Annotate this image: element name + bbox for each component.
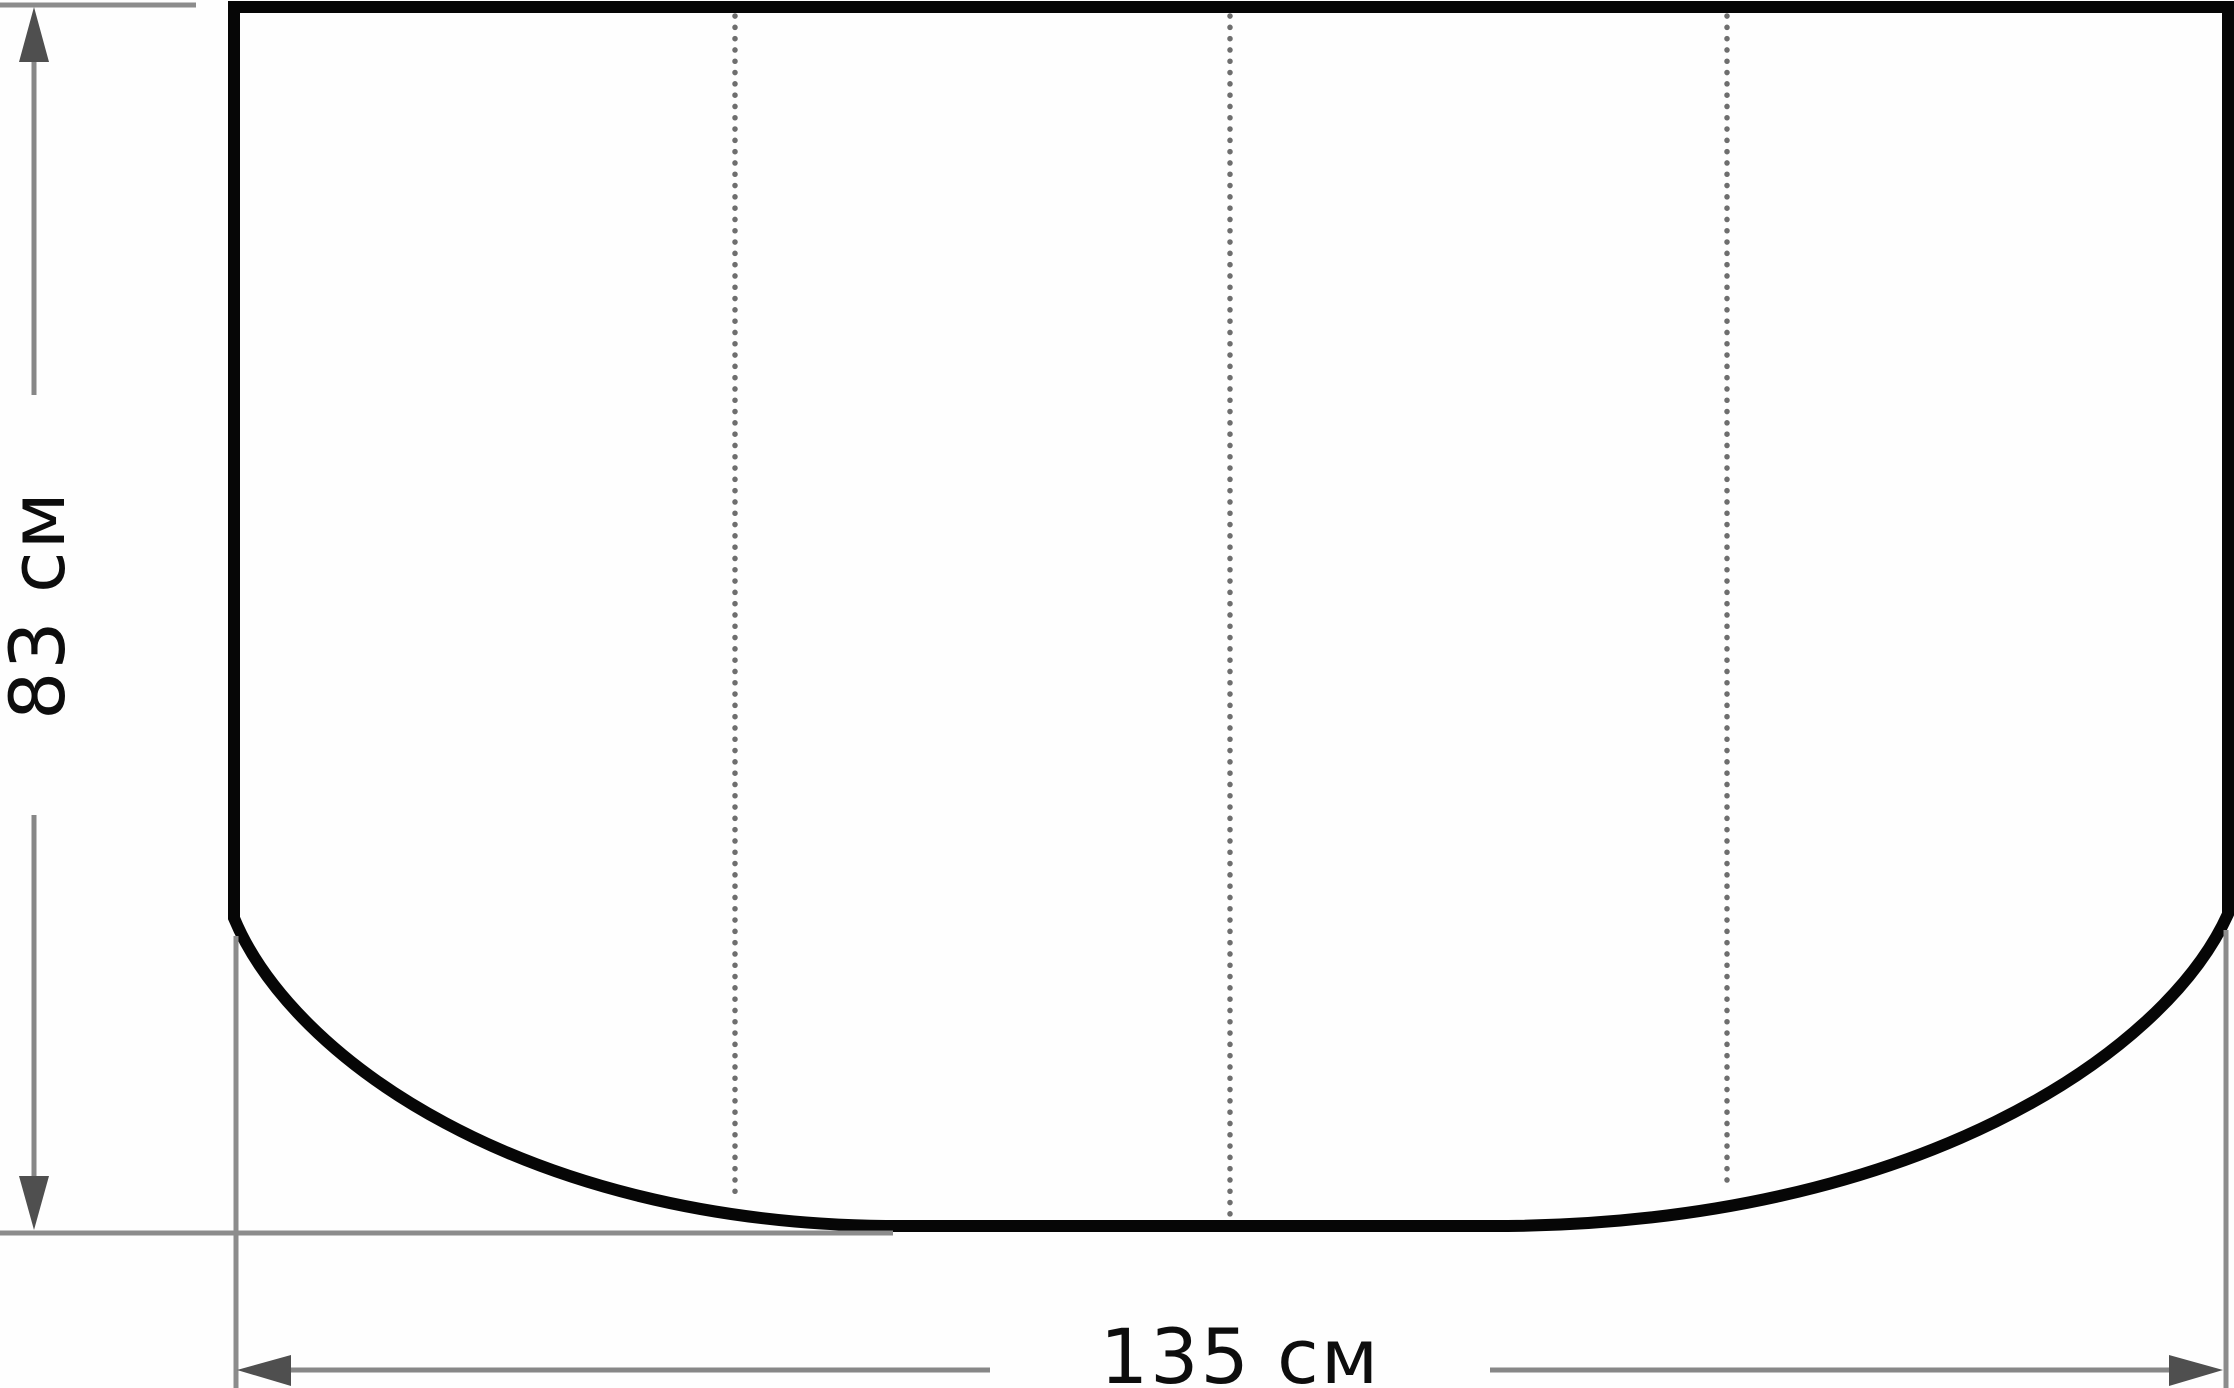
arrow-up-icon (19, 7, 49, 62)
width-dimension (233, 930, 2229, 1388)
height-dimension (0, 2, 893, 1236)
width-dimension-label: 135 см (990, 1312, 1490, 1388)
height-dimension-label: 83 см (0, 395, 83, 815)
arrow-right-icon (2169, 1355, 2223, 1386)
panel-outline (228, 1, 2234, 1232)
arrow-left-icon (237, 1355, 291, 1386)
arrow-down-icon (19, 1176, 49, 1230)
